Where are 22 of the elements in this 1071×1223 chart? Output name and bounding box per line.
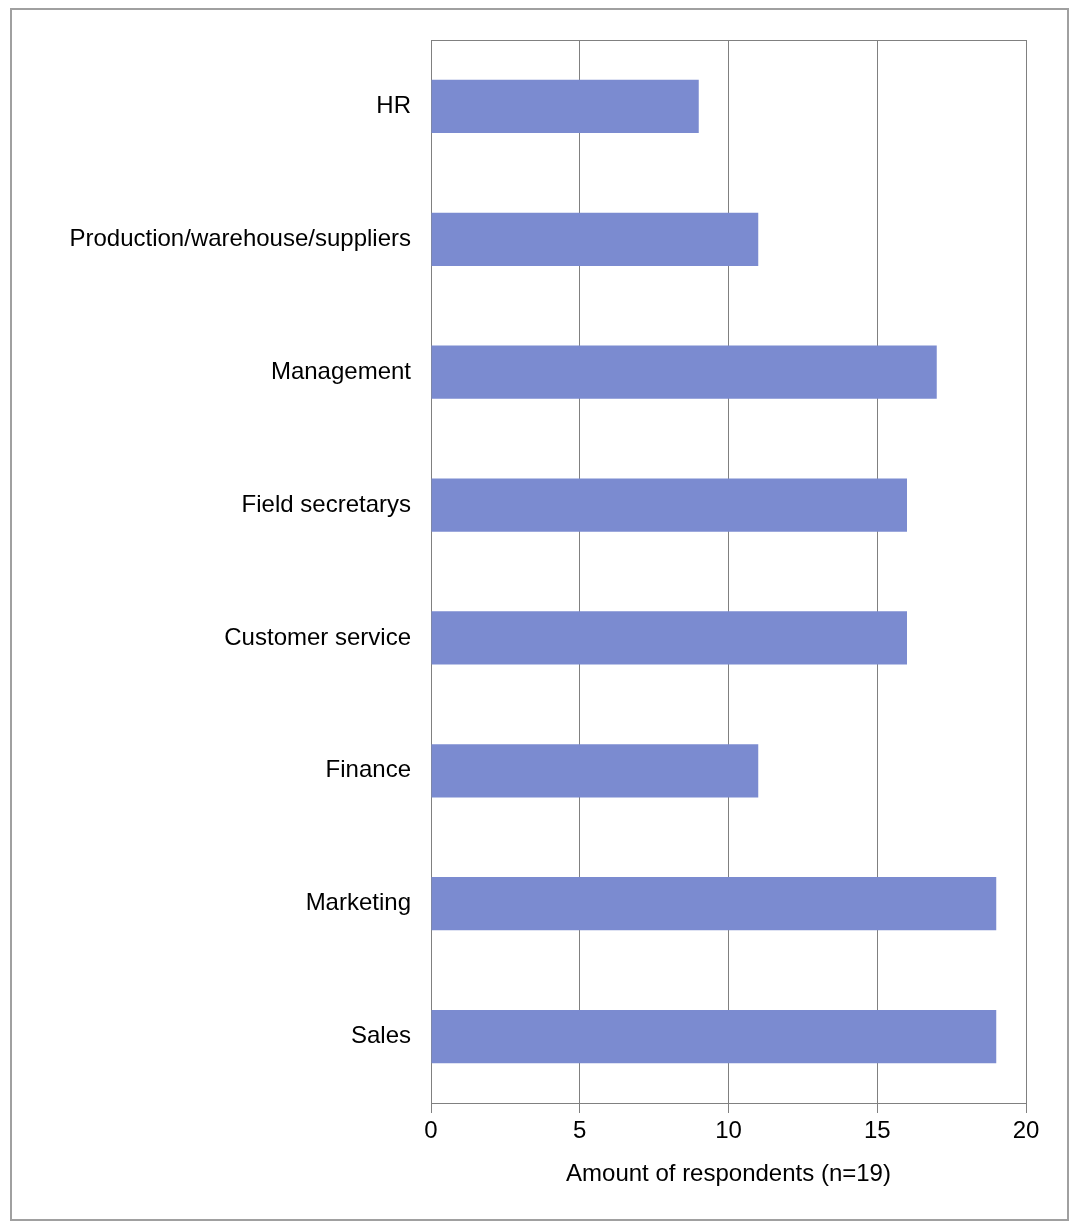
bar xyxy=(431,478,907,532)
x-axis-title: Amount of respondents (n=19) xyxy=(566,1159,891,1187)
y-tick-label: Production/warehouse/suppliers xyxy=(69,223,411,251)
y-tick-label: Customer service xyxy=(224,622,411,650)
x-tick-label: 20 xyxy=(1012,1116,1040,1144)
bar xyxy=(431,1009,997,1064)
bar xyxy=(431,877,997,931)
bar xyxy=(431,79,699,134)
x-tick-label: 5 xyxy=(573,1116,587,1144)
y-tick-label: Marketing xyxy=(305,888,411,916)
x-tick-label: 0 xyxy=(424,1116,438,1144)
x-tick-label: 10 xyxy=(715,1116,742,1144)
bar xyxy=(431,744,759,798)
bar xyxy=(431,212,759,266)
y-tick-label: Field secretarys xyxy=(241,489,411,517)
bar xyxy=(431,345,937,399)
x-tick-label: 15 xyxy=(863,1116,891,1144)
y-tick-label: Sales xyxy=(350,1021,411,1049)
y-tick-label: HR xyxy=(376,91,411,119)
bar xyxy=(431,611,907,665)
y-tick-label: Management xyxy=(270,356,412,384)
y-tick-label: Finance xyxy=(325,755,411,783)
